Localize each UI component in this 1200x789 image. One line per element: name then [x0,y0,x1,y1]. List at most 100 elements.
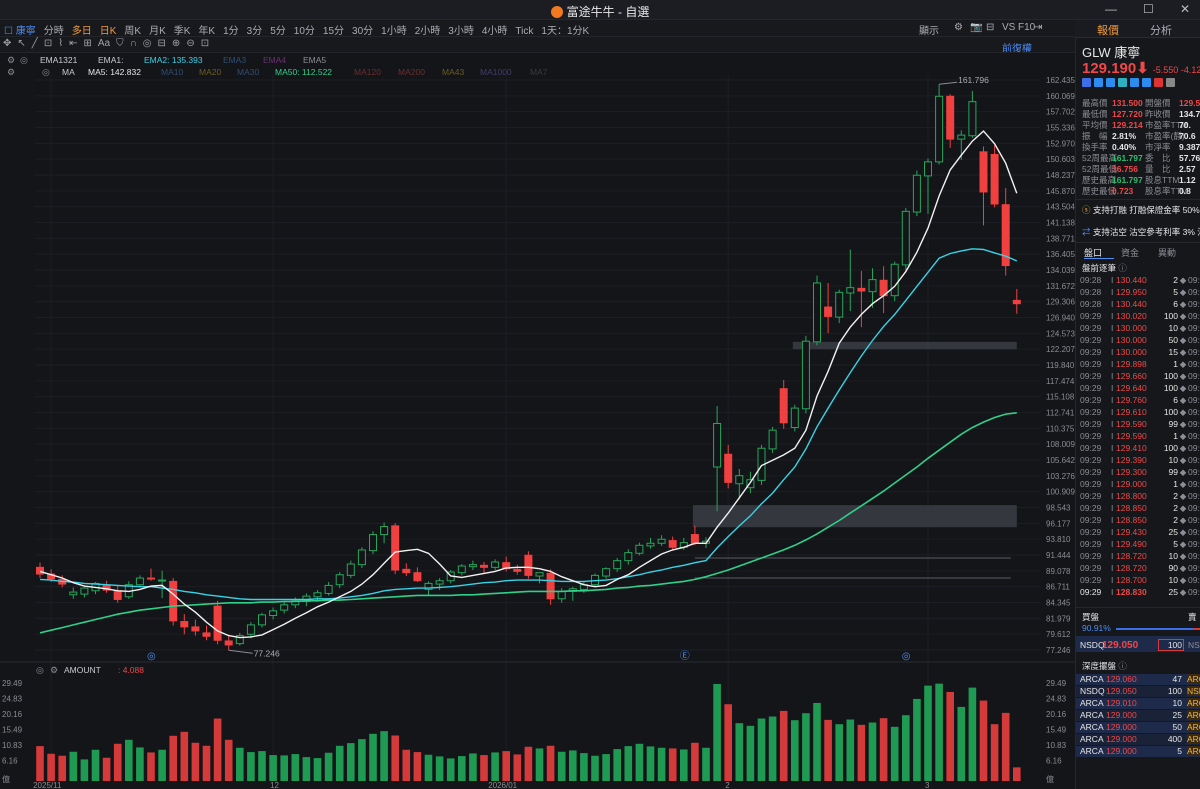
stock-name-tab[interactable]: ☐ 康寧 [4,26,36,37]
timeframe-6[interactable]: 年K [198,26,216,37]
drawing-tool-5[interactable]: ⇤ [69,38,78,49]
short-row[interactable]: ⇄ 支持沽空 沽空參考利率 3% 沽 [1082,226,1200,237]
price-axis-label: 145.870 [1046,187,1075,196]
market-badge-icon[interactable] [1154,78,1163,87]
volume-settings-icon[interactable]: ⚙ [50,665,58,675]
stat-value: 57.76% [1179,153,1200,163]
stat-value: 36.756 [1112,164,1138,174]
ticks-filter-icon[interactable]: ⓘ [1118,263,1127,273]
tick-dir-icon: ◆ [1179,551,1187,561]
timeframe-7[interactable]: 1分 [223,26,239,37]
event-marker-icon[interactable]: ◎ [902,651,911,662]
chart-option-3[interactable]: ⊟ [986,22,995,33]
timeframe-15[interactable]: 3小時 [448,26,474,37]
tick-dir-icon: ◆ [1179,479,1187,489]
tick-price: 129.300 [1116,467,1147,477]
drawing-tool-12[interactable]: ⊕ [171,38,181,49]
drawing-tool-7[interactable]: Aa [97,38,111,49]
amount-legend[interactable]: ◎ ⚙ AMOUNT: 4.088 [36,665,144,675]
timeframe-18[interactable]: 1天：1分K [541,26,590,37]
drawing-tool-14[interactable]: ⊡ [200,38,210,49]
maximize-button[interactable]: ☐ [1143,2,1154,16]
price-axis-label: 155.336 [1046,123,1075,132]
drawing-tool-4[interactable]: ⌇ [58,38,64,49]
depth-right: ARC [1187,674,1200,684]
drawing-tool-2[interactable]: ╱ [31,38,38,49]
event-marker-icon[interactable]: ◎ [147,651,156,662]
tab-quote[interactable]: 報價 [1097,25,1119,37]
drawing-tool-6[interactable]: ⊞ [83,38,92,49]
timeframe-5[interactable]: 季K [173,26,191,37]
stat-row: 歷史最高161.797 股息TTM1.12 [1082,174,1200,185]
drawing-tool-10[interactable]: ◎ [142,38,152,49]
chart-option-4[interactable]: VS [1002,22,1016,33]
subtab-1[interactable]: 資金 [1121,248,1140,258]
drawing-tool-1[interactable]: ↖ [17,38,26,49]
highlight-zone[interactable] [792,341,1017,350]
timeframe-12[interactable]: 30分 [352,26,374,37]
price-axis-label: 122.207 [1046,345,1075,354]
drawing-tool-13[interactable]: ⊖ [186,38,195,49]
highlight-zone[interactable] [692,505,1017,528]
chart-option-2[interactable]: 📷 [970,22,983,33]
close-button[interactable]: ✕ [1180,2,1191,16]
timeframe-1[interactable]: 多日 [71,26,92,37]
legend-settings-icon[interactable]: ⚙ [7,55,15,65]
adjust-mode-button[interactable]: 前復權 [1002,44,1032,53]
timeframe-4[interactable]: 月K [149,26,166,37]
kline-chart[interactable]: ⚙ ◎ EMA1321 EMA1: EMA2: 135.393 EMA3 EMA4 EMA5⚙… [0,53,1075,789]
timeframe-14[interactable]: 2小時 [414,26,441,37]
drawing-tool-8[interactable]: ⛉ [116,38,124,49]
timeframe-0[interactable]: 分時 [43,26,64,37]
timeframe-3[interactable]: 周K [124,26,142,37]
depth-price: 129.000 [1106,746,1137,756]
timeframe-11[interactable]: 15分 [322,26,345,37]
drawing-tool-9[interactable]: ∩ [129,38,137,49]
drawing-tool-11[interactable]: ⊟ [157,38,166,49]
timeframe-8[interactable]: 3分 [246,26,263,37]
margin-row[interactable]: ⓢ 支持打融 打融保證金率 50% [1082,204,1200,215]
tick-sep: I [1111,503,1114,513]
tick-sep: I [1111,371,1114,381]
tick-time: 09:29 [1080,503,1102,513]
market-badge-icon[interactable] [1142,78,1151,87]
chart-option-0[interactable]: 顯示 [919,26,939,37]
market-badge-icon[interactable] [1106,78,1115,87]
chart-option-6[interactable]: ⇥ [1034,22,1043,33]
tick-size: 100 [1163,443,1178,453]
subtab-0[interactable]: 盤口 [1084,246,1114,259]
drawing-tool-0[interactable]: ✥ [3,38,12,49]
chart-option-1[interactable]: ⚙ [954,22,963,33]
candle-body [258,614,266,626]
volume-bar [125,739,133,781]
ema-legend[interactable]: ⚙ ◎ EMA1321 EMA1: EMA2: 135.393 EMA3 EMA4 EMA5 [7,55,326,65]
legend-eye-icon[interactable]: ◎ [42,67,50,77]
market-badge-icon[interactable] [1094,78,1103,87]
timeframe-17[interactable]: Tick [515,26,534,37]
ma-legend[interactable]: ⚙ ◎ MA MA5: 142.832 MA10 MA20 MA30 MA50: 112.52… [7,67,548,77]
chart-option-5[interactable]: F10 [1018,22,1036,33]
timeframe-9[interactable]: 5分 [270,26,286,37]
market-badge-icon[interactable] [1118,78,1127,87]
timeframe-10[interactable]: 10分 [293,26,315,37]
event-marker-icon[interactable]: Ⓔ [680,650,690,662]
stat-label: 量 比 [1145,164,1171,174]
tab-analysis[interactable]: 分析 [1150,25,1172,37]
legend-eye-icon[interactable]: ◎ [20,55,28,65]
volume-bar [768,716,777,781]
market-badge-icon[interactable] [1166,78,1175,87]
volume-eye-icon[interactable]: ◎ [36,665,44,675]
market-badge-icon[interactable] [1130,78,1139,87]
low-pointer [228,649,253,654]
subtab-2[interactable]: 異動 [1158,248,1177,258]
timeframe-16[interactable]: 4小時 [481,26,508,37]
timeframe-2[interactable]: 日K [99,26,117,37]
timeframe-13[interactable]: 1小時 [381,26,407,37]
depth-info-icon[interactable]: ⓘ [1118,661,1127,671]
market-badge-icon[interactable] [1082,78,1091,87]
drawing-tool-3[interactable]: ⊡ [43,38,53,49]
minimize-button[interactable]: — [1105,2,1117,16]
legend-settings-icon[interactable]: ⚙ [7,67,15,77]
